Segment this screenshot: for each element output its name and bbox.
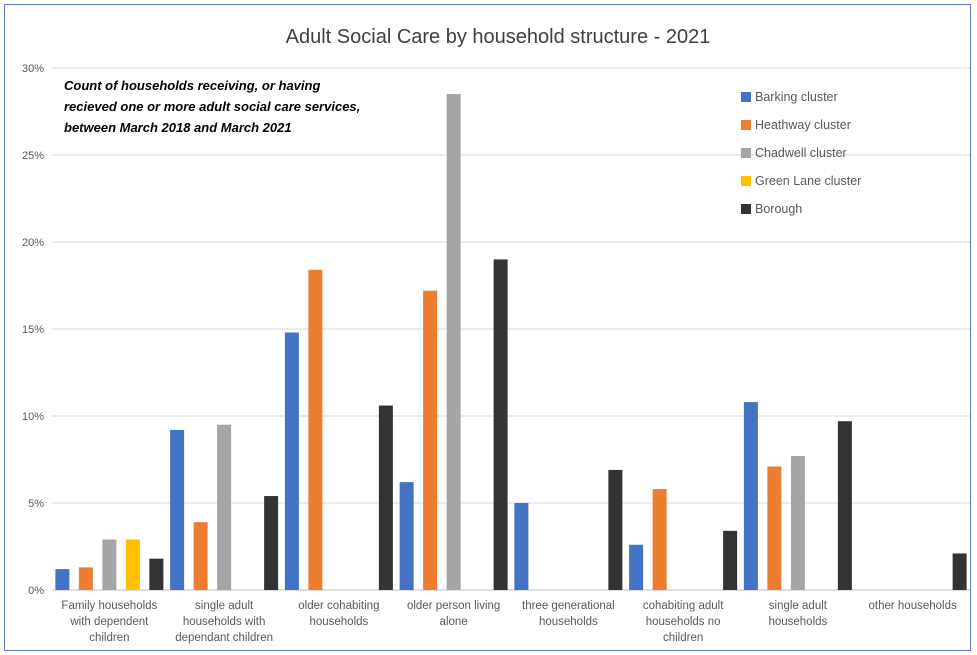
x-category-label: other households xyxy=(869,600,957,612)
bar-chadwell-cluster xyxy=(102,539,117,590)
x-category-label: alone xyxy=(440,616,468,628)
bar-chadwell-cluster xyxy=(790,456,805,590)
chart-note: Count of households receiving, or having xyxy=(64,78,320,93)
bar-barking-cluster xyxy=(743,402,758,590)
x-category-label: single adult xyxy=(769,600,828,612)
x-category-label: single adult xyxy=(195,600,254,612)
bar-heathway-cluster xyxy=(767,466,782,590)
bar-borough xyxy=(952,553,967,590)
bar-borough xyxy=(149,558,164,590)
bar-heathway-cluster xyxy=(308,269,323,590)
legend-label: Barking cluster xyxy=(755,90,838,104)
x-category-label: households with xyxy=(183,616,265,628)
legend-swatch xyxy=(741,92,751,102)
bar-borough xyxy=(723,530,738,590)
y-tick-label: 20% xyxy=(22,237,44,249)
legend-label: Heathway cluster xyxy=(755,118,851,132)
y-tick-label: 25% xyxy=(22,150,44,162)
legend-swatch xyxy=(741,120,751,130)
x-category-label: older cohabiting xyxy=(298,600,379,612)
chart-title: Adult Social Care by household structure… xyxy=(286,26,711,48)
bar-chadwell-cluster xyxy=(217,424,232,590)
bar-green-lane-cluster xyxy=(125,539,140,590)
legend-swatch xyxy=(741,148,751,158)
x-category-label: three generational xyxy=(522,600,615,612)
bar-heathway-cluster xyxy=(193,522,208,590)
x-category-label: cohabiting adult xyxy=(643,600,724,612)
legend-swatch xyxy=(741,176,751,186)
bar-barking-cluster xyxy=(514,503,529,590)
bar-chadwell-cluster xyxy=(446,94,461,590)
bar-borough xyxy=(608,469,623,590)
legend-label: Chadwell cluster xyxy=(755,146,847,160)
x-category-label: households no xyxy=(646,616,721,628)
x-category-label: Family households xyxy=(61,600,157,612)
bar-barking-cluster xyxy=(170,429,185,590)
bar-borough xyxy=(264,496,279,590)
y-tick-label: 5% xyxy=(28,498,44,510)
x-category-label: children xyxy=(89,632,129,644)
x-category-label: households xyxy=(539,616,598,628)
bar-barking-cluster xyxy=(55,569,70,590)
bar-barking-cluster xyxy=(399,482,414,590)
y-tick-label: 15% xyxy=(22,324,44,336)
x-category-label: with dependent xyxy=(69,616,149,628)
bar-borough xyxy=(837,421,852,590)
bar-heathway-cluster xyxy=(423,290,438,590)
x-category-label: children xyxy=(663,632,703,644)
chart-frame xyxy=(4,4,971,651)
bar-heathway-cluster xyxy=(652,489,667,590)
bar-barking-cluster xyxy=(284,332,299,590)
legend-label: Borough xyxy=(755,202,802,216)
bar-borough xyxy=(378,405,393,590)
x-category-label: households xyxy=(309,616,368,628)
x-category-label: older person living xyxy=(407,600,500,612)
y-tick-label: 0% xyxy=(28,585,44,597)
x-category-label: households xyxy=(768,616,827,628)
chart-note: recieved one or more adult social care s… xyxy=(64,99,360,114)
bar-heathway-cluster xyxy=(78,567,93,590)
x-category-label: dependant children xyxy=(175,632,273,644)
legend-label: Green Lane cluster xyxy=(755,174,861,188)
y-tick-label: 30% xyxy=(22,63,44,75)
chart-note: between March 2018 and March 2021 xyxy=(64,120,292,135)
y-tick-label: 10% xyxy=(22,411,44,423)
bar-borough xyxy=(493,259,508,590)
bar-barking-cluster xyxy=(629,544,644,590)
legend-swatch xyxy=(741,204,751,214)
